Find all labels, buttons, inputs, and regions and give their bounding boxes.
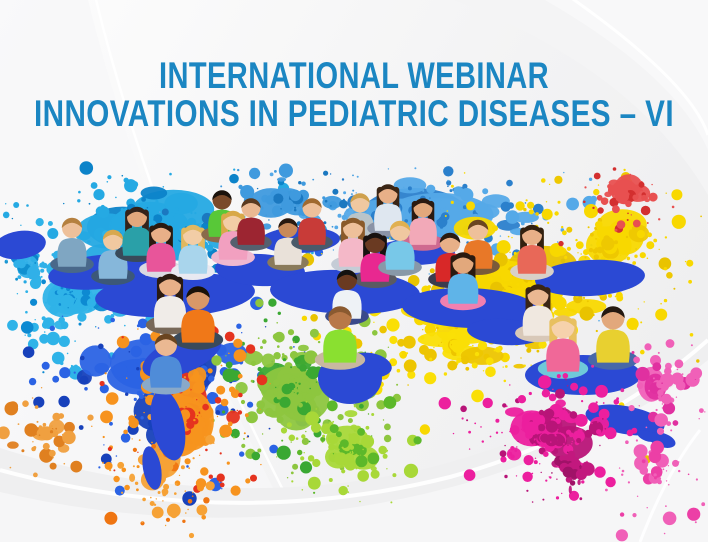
child-figure	[50, 217, 94, 273]
child-figure	[171, 224, 215, 280]
map-paint-shape	[150, 389, 186, 461]
paint-splatter	[551, 444, 595, 494]
paint-splatter	[558, 167, 675, 247]
map-paint-shape	[95, 272, 255, 318]
map-paint-shape	[535, 259, 645, 297]
banner-title-line2: INNOVATIONS IN PEDIATRIC DISEASES – VI	[34, 93, 674, 134]
child-figure	[267, 218, 309, 271]
child-figure	[291, 198, 333, 251]
child-figure	[91, 229, 135, 285]
paint-splatter	[511, 168, 702, 336]
paint-splatter	[591, 339, 706, 435]
child-figure	[587, 306, 639, 370]
banner-title: INTERNATIONAL WEBINAR INNOVATIONS IN PED…	[34, 55, 674, 134]
child-figure	[139, 222, 183, 278]
child-figure	[378, 220, 422, 276]
child-figure	[456, 219, 500, 275]
child-figure	[440, 252, 486, 311]
banner-title-line1: INTERNATIONAL WEBINAR	[159, 55, 549, 96]
paint-splatter	[605, 405, 706, 542]
map-paint-shape	[637, 430, 657, 442]
map-paint-shape	[0, 230, 46, 260]
splatter-front-layer	[438, 339, 706, 542]
child-figure	[537, 315, 589, 379]
child-figure	[230, 198, 272, 251]
child-figure	[314, 306, 366, 370]
child-figure	[172, 286, 224, 350]
map-paint-shape	[142, 446, 162, 490]
children-layer	[50, 184, 639, 395]
child-figure	[141, 333, 191, 395]
child-figure	[402, 198, 444, 251]
paint-splatter	[276, 396, 422, 504]
paint-splatter	[438, 373, 638, 503]
paint-splatter	[0, 387, 94, 478]
child-figure	[353, 232, 397, 288]
child-figure	[510, 224, 554, 280]
